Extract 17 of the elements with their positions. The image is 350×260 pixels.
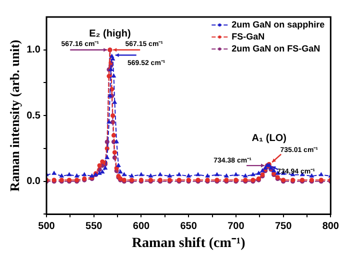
y-tick-label: 1.0 [26, 44, 41, 56]
x-tick-label: 700 [228, 220, 245, 232]
legend-label: FS-GaN [232, 31, 265, 42]
y-axis-title: Raman intensity (arb. unit) [7, 40, 22, 192]
x-axis-title: Raman shift (cm⁻¹) [132, 236, 246, 252]
legend-label: 2um GaN on sapphire [232, 19, 325, 30]
y-tick-label: 0.5 [26, 110, 41, 122]
x-tick-label: 750 [274, 220, 292, 232]
annotation: A₁ (LO) [252, 132, 286, 144]
y-tick-label: 0.0 [26, 176, 41, 188]
x-tick-label: 650 [180, 220, 198, 232]
x-tick-label: 500 [38, 220, 56, 232]
legend-label: 2um GaN on FS-GaN [232, 43, 320, 54]
x-tick-label: 800 [322, 220, 340, 232]
x-tick-label: 600 [132, 220, 150, 232]
annotation: E₂ (high) [89, 28, 131, 40]
x-tick-label: 550 [86, 220, 103, 232]
